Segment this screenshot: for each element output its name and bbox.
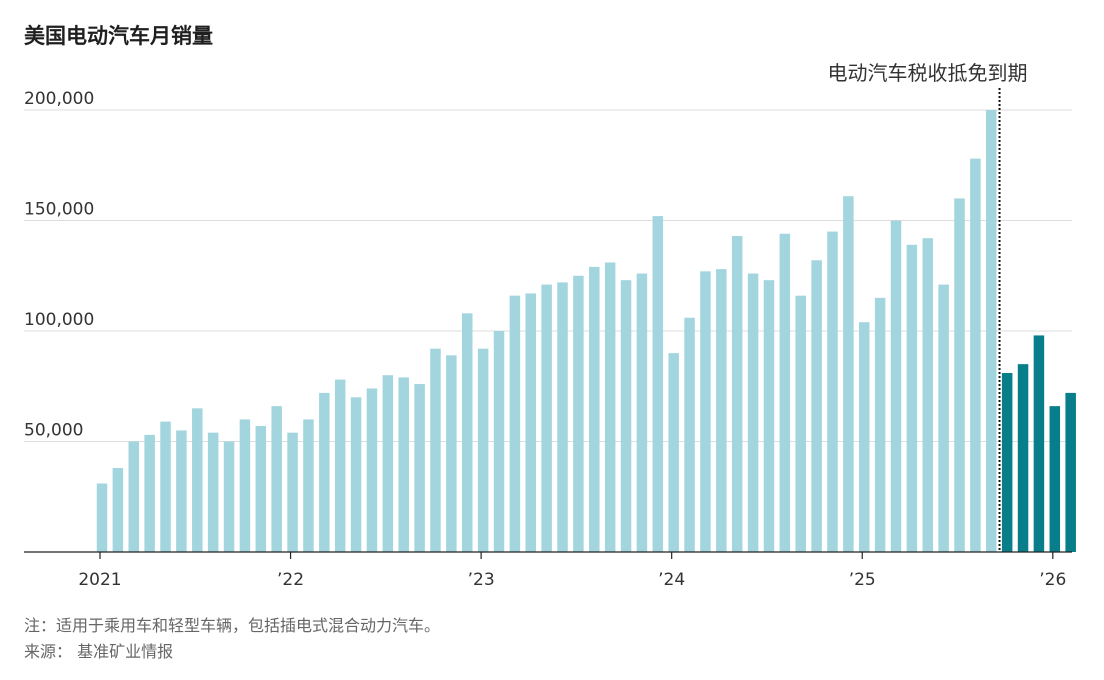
- bar-2021-11: [255, 426, 267, 552]
- bar-2024-06: [747, 273, 759, 552]
- bar-2025-11: [1017, 364, 1029, 552]
- bar-2023-10: [620, 280, 632, 552]
- footnote: 注：适用于乘用车和轻型车辆，包括插电式混合动力汽车。: [24, 616, 441, 635]
- y-axis-labels: 50,000 100,000 150,000 200,000: [24, 89, 94, 441]
- bar-2022-02: [303, 419, 314, 552]
- x-tick-label: ’23: [468, 570, 495, 590]
- bar-2022-03: [319, 392, 330, 552]
- bar-2025-02: [874, 297, 886, 552]
- bar-2022-10: [430, 348, 441, 552]
- bar-2023-12: [652, 216, 664, 552]
- bar-2025-07: [954, 198, 965, 552]
- bar-2022-07: [382, 375, 394, 552]
- bar-2025-01: [858, 322, 870, 552]
- bar-2021-08: [207, 432, 219, 552]
- bar-2024-02: [684, 317, 695, 552]
- annotation-label: 电动汽车税收抵免到期: [828, 61, 1028, 85]
- bar-2024-10: [811, 260, 822, 552]
- bar-2024-03: [700, 271, 711, 552]
- bar-2025-09: [986, 110, 997, 552]
- bar-2021-06: [176, 430, 187, 552]
- bar-2024-12: [843, 196, 854, 552]
- y-tick-label: 50,000: [24, 421, 83, 441]
- bars: [96, 110, 1076, 553]
- x-tick-label: ’22: [277, 570, 304, 590]
- bar-2021-07: [192, 408, 203, 552]
- bar-2025-05: [922, 238, 934, 552]
- bar-2024-01: [668, 353, 679, 552]
- bar-2025-08: [970, 158, 981, 552]
- chart-title: 美国电动汽车月销量: [24, 24, 213, 48]
- bar-2023-03: [509, 295, 521, 552]
- bar-2022-04: [334, 379, 346, 552]
- bar-2024-04: [716, 269, 727, 552]
- bar-2023-06: [557, 282, 568, 552]
- bar-2024-07: [763, 280, 775, 552]
- bar-2022-05: [350, 397, 362, 552]
- x-axis: 2021 ’22 ’23 ’24 ’25 ’26: [24, 551, 1072, 590]
- bar-2022-06: [366, 388, 378, 552]
- bar-2021-01: [96, 483, 108, 552]
- bar-2026-02: [1065, 392, 1076, 552]
- bar-2021-03: [128, 441, 140, 552]
- x-tick-label: ’26: [1039, 570, 1066, 590]
- y-tick-label: 200,000: [24, 89, 94, 109]
- x-tick-label: ’25: [849, 570, 876, 590]
- bar-2026-01: [1049, 406, 1061, 552]
- bar-2021-12: [271, 406, 282, 552]
- bar-2022-01: [287, 432, 298, 552]
- bar-2024-09: [795, 295, 806, 552]
- bar-2021-04: [144, 434, 155, 552]
- bar-2022-09: [414, 384, 425, 552]
- bar-2024-05: [731, 235, 743, 552]
- bar-2021-05: [160, 421, 171, 552]
- bar-2022-08: [398, 377, 409, 552]
- bar-2022-11: [446, 355, 457, 552]
- bar-2021-10: [239, 419, 251, 552]
- x-tick-label: ’24: [658, 570, 685, 590]
- bar-chart: 50,000 100,000 150,000 200,000 2021 ’22 ’23 ’2…: [24, 61, 1076, 590]
- source-note: 来源： 基准矿业情报: [24, 642, 174, 661]
- bar-2024-11: [827, 231, 838, 553]
- bar-2023-08: [589, 266, 600, 552]
- bar-2025-12: [1033, 335, 1045, 552]
- bar-2023-11: [636, 273, 648, 552]
- y-tick-label: 100,000: [24, 310, 94, 330]
- bar-2023-04: [525, 293, 537, 552]
- bar-2023-01: [477, 348, 489, 552]
- bar-2023-09: [604, 262, 616, 552]
- bar-2025-03: [890, 220, 902, 552]
- bar-2025-06: [938, 284, 949, 552]
- bar-2024-08: [779, 233, 791, 552]
- bar-2025-04: [906, 244, 918, 552]
- annotation: 电动汽车税收抵免到期: [828, 61, 1028, 552]
- bar-2023-07: [573, 275, 584, 552]
- bar-2023-05: [541, 284, 552, 552]
- y-tick-label: 150,000: [24, 200, 94, 220]
- x-tick-label: 2021: [78, 570, 121, 590]
- bar-2021-09: [223, 441, 235, 552]
- bar-2025-10: [1001, 372, 1013, 552]
- bar-2023-02: [493, 331, 505, 552]
- bar-2022-12: [461, 313, 473, 552]
- bar-2021-02: [112, 468, 124, 552]
